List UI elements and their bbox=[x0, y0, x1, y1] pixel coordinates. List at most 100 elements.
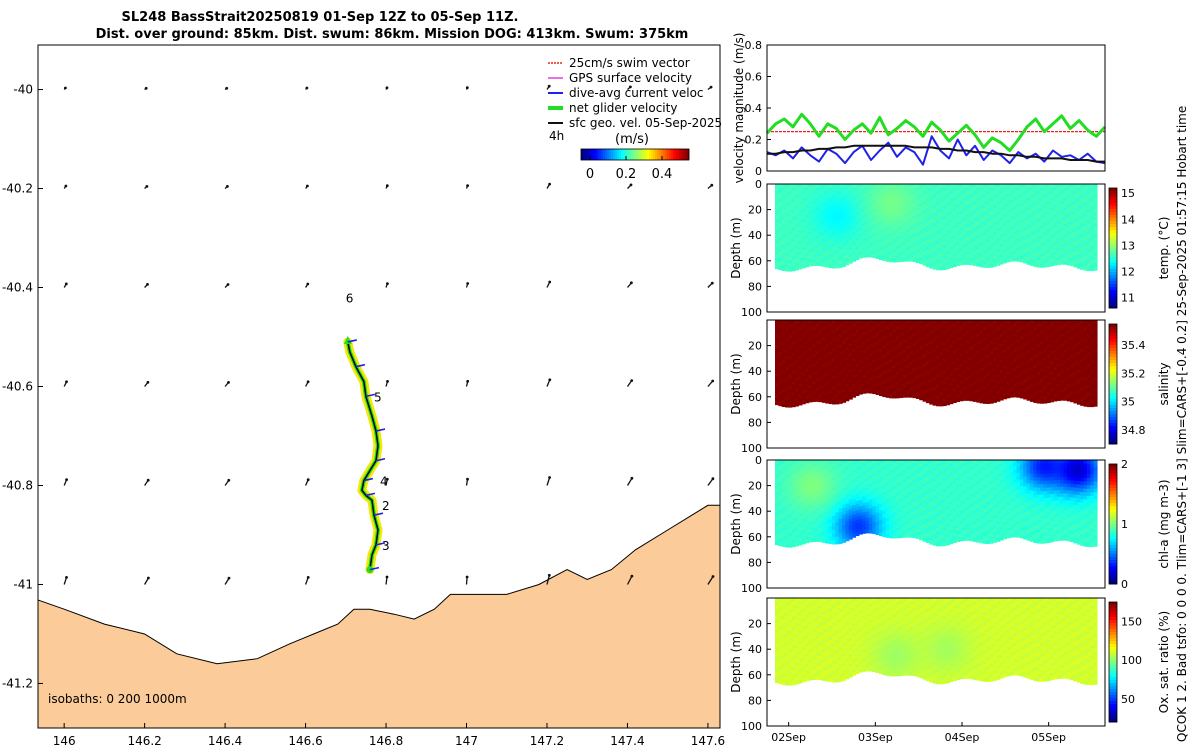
section-cell bbox=[825, 191, 829, 195]
section-cell bbox=[956, 259, 960, 263]
velocity-panel: 00.20.40.60.8 velocity magnitude (m/s) bbox=[732, 33, 1105, 184]
section-cell bbox=[1000, 343, 1004, 347]
section-cell bbox=[802, 198, 806, 202]
section-cell bbox=[839, 226, 843, 230]
section-colorbar-cell bbox=[1109, 290, 1117, 294]
section-colorbar-cell bbox=[1109, 432, 1117, 436]
section-cell bbox=[949, 212, 953, 216]
section-cell bbox=[795, 266, 799, 270]
section-cell bbox=[936, 402, 940, 406]
section-cell bbox=[856, 323, 860, 327]
section-cell bbox=[1074, 205, 1078, 209]
section-cell bbox=[956, 238, 960, 242]
map-colorbar-cell bbox=[593, 149, 595, 160]
map-colorbar-cell bbox=[665, 149, 667, 160]
section-cell bbox=[986, 365, 990, 369]
section-cell bbox=[980, 208, 984, 212]
section-cell bbox=[926, 205, 930, 209]
section-cell bbox=[782, 334, 786, 338]
section-cell bbox=[812, 204, 816, 208]
section-cell bbox=[832, 390, 836, 394]
section-cell bbox=[899, 245, 903, 249]
section-cell bbox=[1080, 184, 1084, 188]
section-cell bbox=[812, 340, 816, 344]
section-cell bbox=[933, 402, 937, 406]
section-cell bbox=[973, 204, 977, 208]
section-cell bbox=[1030, 344, 1034, 348]
section-cell bbox=[993, 361, 997, 365]
section-colorbar-cell bbox=[1109, 381, 1117, 385]
map-colorbar-cell bbox=[631, 149, 633, 160]
section-cell bbox=[986, 358, 990, 362]
section-cell bbox=[1053, 377, 1057, 381]
section-cell bbox=[782, 252, 786, 256]
section-colorbar-cell bbox=[1109, 287, 1117, 291]
section-cell bbox=[963, 360, 967, 364]
chart-title-line-2: Dist. over ground: 85km. Dist. swum: 86k… bbox=[96, 27, 689, 42]
section-cell bbox=[839, 327, 843, 331]
section-cell bbox=[933, 188, 937, 192]
section-cell bbox=[889, 323, 893, 327]
day-marker-label: 5 bbox=[374, 390, 382, 404]
section-cell bbox=[869, 356, 873, 360]
map-colorbar-tick-label: 0 bbox=[586, 167, 594, 182]
section-cell bbox=[788, 206, 792, 210]
section-cell bbox=[936, 252, 940, 256]
section-cell bbox=[1023, 396, 1027, 400]
section-cell bbox=[845, 370, 849, 374]
section-cell bbox=[812, 259, 816, 263]
section-cell bbox=[862, 390, 866, 394]
geo-vector-head bbox=[227, 479, 230, 482]
section-cell bbox=[795, 188, 799, 192]
section-cell bbox=[926, 382, 930, 386]
section-cell bbox=[1043, 229, 1047, 233]
section-cell bbox=[882, 257, 886, 261]
section-cell bbox=[943, 366, 947, 370]
section-cell bbox=[899, 394, 903, 398]
section-cell bbox=[1000, 261, 1004, 265]
section-cell bbox=[1017, 359, 1021, 363]
section-cell bbox=[1000, 397, 1004, 401]
section-cell bbox=[943, 352, 947, 356]
section-cell bbox=[1053, 191, 1057, 195]
section-cell bbox=[892, 194, 896, 198]
section-cell bbox=[1067, 258, 1071, 262]
section-cell bbox=[839, 351, 843, 355]
section-cell bbox=[802, 393, 806, 397]
section-cell bbox=[832, 397, 836, 401]
section-cell bbox=[832, 327, 836, 331]
section-cell bbox=[795, 349, 799, 353]
section-cell bbox=[892, 395, 896, 399]
section-cell bbox=[869, 227, 873, 231]
section-cell bbox=[906, 394, 910, 398]
section-cell bbox=[856, 203, 860, 207]
section-cell bbox=[1030, 242, 1034, 246]
section-cell bbox=[839, 246, 843, 250]
map-colorbar-cell bbox=[635, 149, 637, 160]
section-cell bbox=[812, 357, 816, 361]
map-colorbar-cell bbox=[629, 149, 631, 160]
section-cell bbox=[892, 229, 896, 233]
section-colorbar-cell bbox=[1109, 242, 1117, 246]
section-cell bbox=[1006, 239, 1010, 243]
section-cell bbox=[812, 368, 816, 372]
section-cell bbox=[775, 362, 779, 366]
section-cell bbox=[1094, 395, 1098, 399]
section-cell bbox=[936, 227, 940, 231]
section-cell bbox=[1053, 320, 1057, 324]
section-cell bbox=[1017, 384, 1021, 388]
section-cell bbox=[1087, 198, 1091, 202]
section-cell bbox=[1030, 357, 1034, 361]
section-colorbar-cell bbox=[1109, 251, 1117, 255]
section-cell bbox=[1043, 358, 1047, 362]
section-cell bbox=[986, 212, 990, 216]
section-cell bbox=[973, 334, 977, 338]
section-cell bbox=[970, 241, 974, 245]
section-cell bbox=[1043, 215, 1047, 219]
section-colorbar-cell bbox=[1109, 405, 1117, 409]
section-cell bbox=[839, 260, 843, 264]
section-cell bbox=[839, 337, 843, 341]
section-cell bbox=[1053, 262, 1057, 266]
section-colorbar-cell bbox=[1109, 236, 1117, 240]
section-cell bbox=[913, 258, 917, 262]
